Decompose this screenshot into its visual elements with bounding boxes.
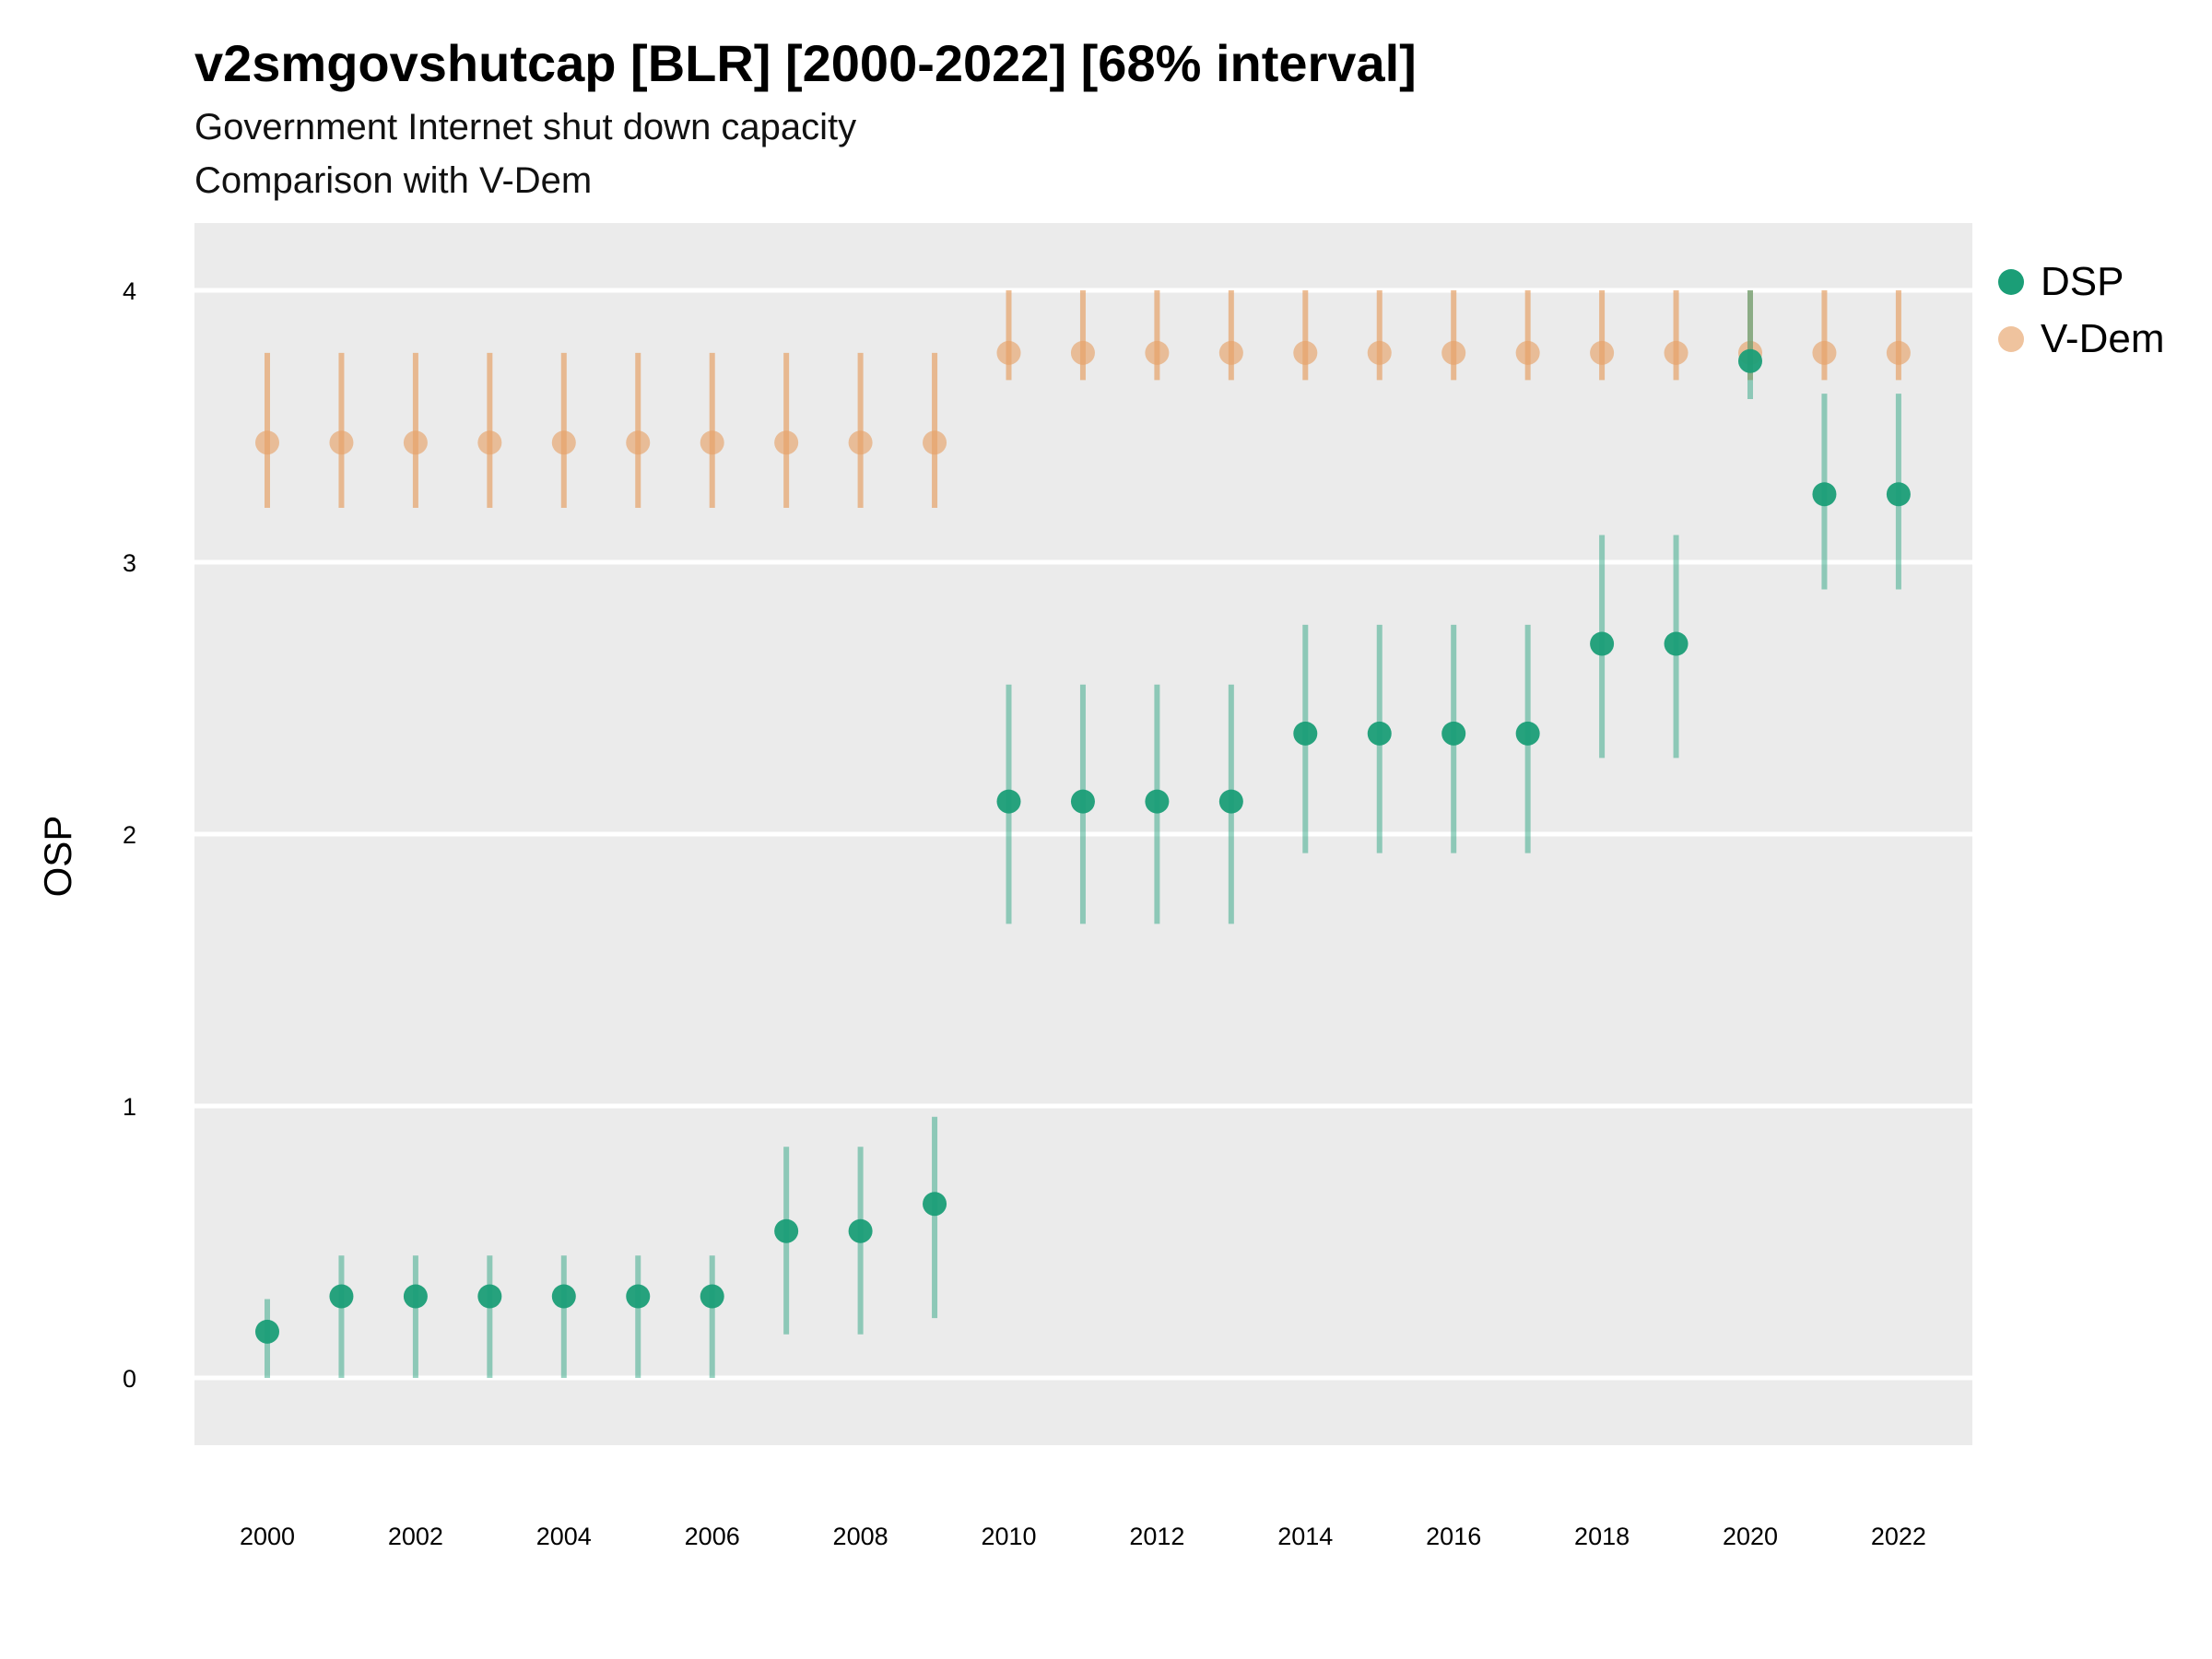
legend-label-vdem: V-Dem [2041,316,2165,361]
point-dsp-2001 [329,1284,354,1309]
point-dsp-2000 [255,1319,279,1344]
point-dsp-2010 [996,789,1021,814]
x-tick-label-2018: 2018 [1574,1523,1630,1550]
point-vdem-2021 [1812,340,1837,365]
point-vdem-2006 [700,430,724,455]
point-vdem-2010 [996,340,1021,365]
x-tick-label-2008: 2008 [833,1523,888,1550]
point-vdem-2004 [551,430,576,455]
point-vdem-2005 [626,430,651,455]
point-dsp-2014 [1293,721,1318,746]
point-vdem-2007 [774,430,799,455]
x-tick-label-2004: 2004 [536,1523,592,1550]
point-vdem-2022 [1886,340,1911,365]
series-dsp [255,290,1911,1378]
legend: DSP V-Dem [1998,253,2164,368]
point-dsp-2021 [1812,482,1837,507]
point-vdem-2019 [1664,340,1688,365]
chart-subtitle-line-1: Government Internet shut down capacity [194,107,857,147]
x-tick-label-2002: 2002 [388,1523,443,1550]
y-tick-label-3: 3 [123,549,136,577]
point-vdem-2015 [1367,340,1392,365]
y-tick-label-0: 0 [123,1365,136,1393]
x-tick-label-2016: 2016 [1426,1523,1481,1550]
point-vdem-2003 [477,430,502,455]
chart-subtitle-line-2: Comparison with V-Dem [194,160,593,201]
point-vdem-2009 [923,430,947,455]
point-vdem-2018 [1590,340,1615,365]
point-dsp-2022 [1886,482,1911,507]
point-dsp-2019 [1664,631,1688,656]
point-dsp-2015 [1367,721,1392,746]
point-vdem-2001 [329,430,354,455]
y-axis-title: OSP [36,815,79,898]
point-dsp-2020 [1738,348,1762,373]
data-series [255,290,1911,1378]
point-dsp-2003 [477,1284,502,1309]
legend-label-dsp: DSP [2041,259,2124,304]
point-vdem-2017 [1515,340,1540,365]
point-vdem-2011 [1070,340,1095,365]
point-dsp-2006 [700,1284,724,1309]
x-tick-label-2012: 2012 [1129,1523,1184,1550]
point-dsp-2007 [774,1218,799,1243]
point-dsp-2008 [848,1218,873,1243]
point-dsp-2013 [1218,789,1243,814]
point-vdem-2013 [1218,340,1243,365]
point-vdem-2008 [848,430,873,455]
point-dsp-2018 [1590,631,1615,656]
y-axis-ticks: 0 1 2 3 4 [123,277,136,1393]
x-tick-label-2022: 2022 [1871,1523,1926,1550]
point-dsp-2004 [551,1284,576,1309]
y-tick-label-2: 2 [123,821,136,849]
y-tick-label-1: 1 [123,1093,136,1121]
x-axis-ticks: 2000 2002 2004 2006 2008 2010 2012 2014 2016 2018… [240,1523,1926,1550]
point-dsp-2011 [1070,789,1095,814]
legend-key-dsp [1998,269,2024,295]
point-vdem-2016 [1441,340,1466,365]
legend-item-dsp: DSP [1998,253,2164,311]
point-dsp-2002 [403,1284,428,1309]
point-dsp-2012 [1145,789,1170,814]
point-dsp-2016 [1441,721,1466,746]
point-vdem-2014 [1293,340,1318,365]
x-tick-label-2010: 2010 [981,1523,1036,1550]
legend-key-vdem [1998,326,2024,352]
y-tick-label-4: 4 [123,277,136,305]
series-vdem [255,290,1911,508]
point-vdem-2012 [1145,340,1170,365]
point-dsp-2005 [626,1284,651,1309]
point-vdem-2000 [255,430,279,455]
x-tick-label-2006: 2006 [685,1523,740,1550]
x-tick-label-2020: 2020 [1723,1523,1778,1550]
chart-title: v2smgovshutcap [BLR] [2000-2022] [68% in… [194,34,1417,92]
x-tick-label-2000: 2000 [240,1523,295,1550]
point-vdem-2002 [403,430,428,455]
legend-item-vdem: V-Dem [1998,311,2164,368]
point-dsp-2017 [1515,721,1540,746]
point-dsp-2009 [923,1192,947,1217]
x-tick-label-2014: 2014 [1277,1523,1333,1550]
